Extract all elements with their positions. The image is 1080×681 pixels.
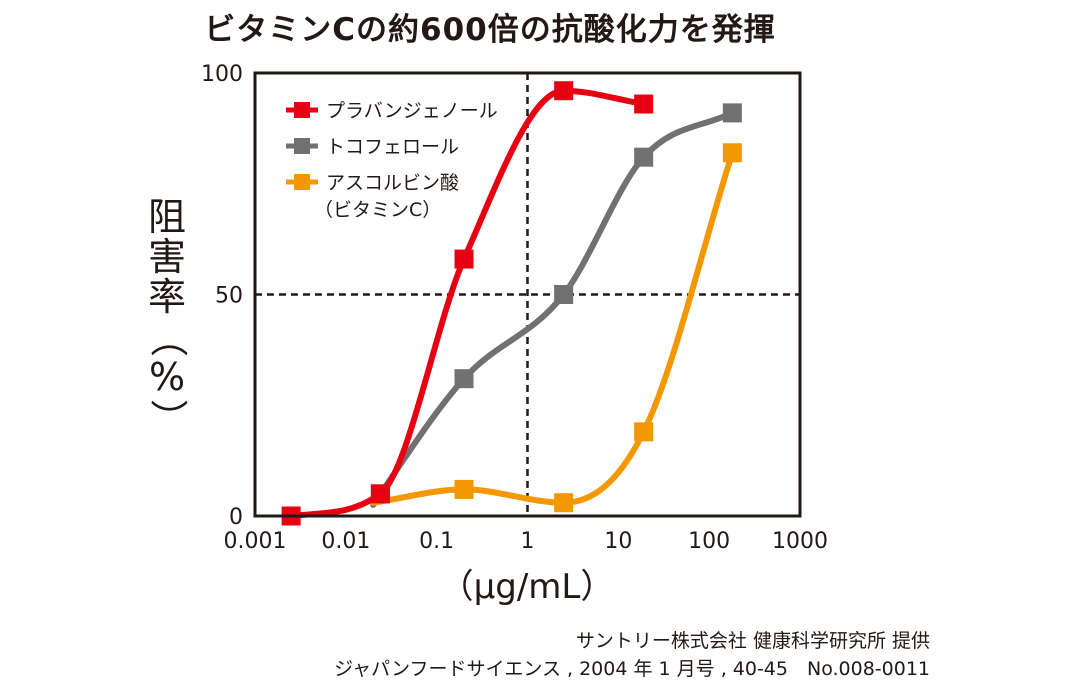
data-point [634,147,654,167]
series-0 [281,81,654,526]
y-axis-label-char: 率 [148,275,186,319]
series-layer [281,81,742,526]
data-point [454,479,474,499]
source-citation: ジャパンフードサイエンス , 2004 年 1 月号 , 40-45 No.00… [334,658,930,680]
data-point [634,422,654,442]
y-axis-label-char: （ [146,319,190,357]
legend-marker [294,138,310,154]
data-point [554,81,574,101]
legend-label: プラバンジェノール [326,100,498,122]
x-axis-label: （μg/mL） [440,567,615,607]
y-tick-label: 100 [201,62,243,87]
series-line [370,149,736,506]
data-point [722,103,742,123]
y-axis-label-char: 阻 [148,195,186,239]
y-axis-label-char: % [149,355,185,399]
x-tick-label: 1000 [772,529,828,554]
data-point [454,369,474,389]
x-tick-label: 10 [604,529,632,554]
legend-label: トコフェロール [326,136,459,158]
ticks-layer: 0.001 0.01 0.1 1 10 100 1000 0 50 100 [201,62,828,554]
legend-label-line2: （ビタミンC） [314,199,441,221]
legend-marker [294,102,310,118]
plot-frame [253,71,802,518]
legend-label: アスコルビン酸 [326,172,459,194]
data-point [370,484,390,504]
y-axis-label-char: 害 [148,235,186,279]
legend-marker [294,174,310,190]
data-point [634,94,654,114]
data-point [554,493,574,513]
x-tick-label: 100 [688,529,730,554]
data-point [454,249,474,269]
y-axis-label-char: ） [146,399,190,437]
x-tick-label: 0.1 [419,529,454,554]
reference-lines [255,73,800,516]
data-point [554,285,574,304]
source-credit: サントリー株式会社 健康科学研究所 提供 [575,630,930,652]
y-axis-label: 阻害率（%） [146,195,190,437]
y-tick-label: 50 [215,284,243,309]
x-tick-label: 0.01 [321,529,370,554]
data-point [722,143,742,163]
x-tick-label: 0.001 [224,529,287,554]
x-tick-label: 1 [521,529,535,554]
chart: 0.001 0.01 0.1 1 10 100 1000 0 50 100 阻害率（%） （μg/… [146,62,828,607]
chart-title: ビタミンCの約600倍の抗酸化力を発揮 [204,12,776,48]
y-tick-label: 0 [229,505,243,530]
series-2 [370,143,742,513]
